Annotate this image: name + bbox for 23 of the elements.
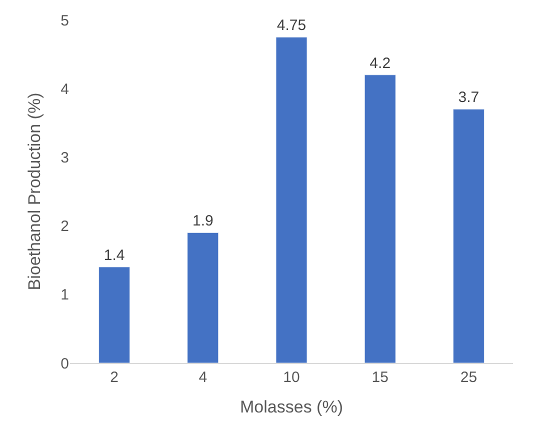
x-tick-label: 25 <box>460 369 478 386</box>
bar <box>364 74 396 363</box>
x-tick-label: 10 <box>283 369 300 386</box>
bar <box>276 36 308 363</box>
bar <box>187 232 219 363</box>
data-label: 4.75 <box>276 17 306 34</box>
x-tick-label: 15 <box>372 369 388 386</box>
data-label: 4.2 <box>370 54 391 72</box>
y-tick-label: 2 <box>60 218 69 236</box>
x-tick-label: 4 <box>198 369 208 386</box>
y-axis-title: Bioethanol Production (%) <box>25 92 44 290</box>
y-tick-label: 4 <box>60 80 69 98</box>
y-tick-label: 3 <box>60 149 69 166</box>
data-label: 3.7 <box>458 89 480 106</box>
y-tick-label: 1 <box>60 286 69 304</box>
bar <box>98 266 130 363</box>
x-axis-title: Molasses (%) <box>240 397 343 416</box>
x-tick-label: 2 <box>110 369 118 386</box>
y-tick-label: 0 <box>60 355 69 372</box>
bar <box>452 108 484 363</box>
data-label: 1.9 <box>192 212 214 230</box>
y-tick-label: 5 <box>60 12 69 30</box>
data-label: 1.4 <box>104 246 125 264</box>
